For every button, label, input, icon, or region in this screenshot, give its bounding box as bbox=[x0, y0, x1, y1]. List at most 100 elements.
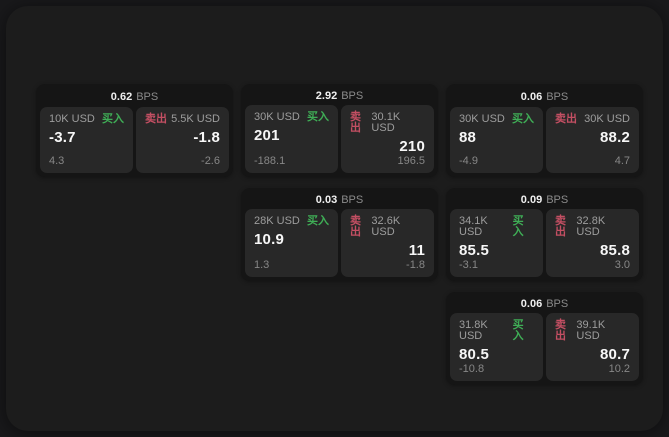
buy-notional-size: 30K USD bbox=[459, 113, 505, 125]
sell-tile-header: 卖出 39.1K USD bbox=[555, 320, 630, 342]
buy-tile-header: 31.8K USD 买入 bbox=[459, 320, 534, 342]
sell-side-label: 卖出 bbox=[555, 215, 566, 238]
sell-notional-size: 32.8K USD bbox=[576, 215, 606, 238]
sell-notional-size: 32.6K USD bbox=[371, 215, 401, 238]
buy-side-label: 买入 bbox=[102, 113, 124, 125]
sell-tile-header: 卖出 30.1K USD bbox=[350, 112, 425, 134]
buy-quote-tile[interactable]: 30K USD 买入 201 -188.1 bbox=[245, 105, 338, 173]
sell-quote-tile[interactable]: 卖出 32.6K USD 11 -1.8 bbox=[341, 209, 434, 277]
bps-unit-label: BPS bbox=[546, 91, 569, 103]
buy-side-label: 买入 bbox=[512, 215, 524, 238]
main-panel: 0.62 BPS 10K USD 买入 -3.7 4.3 卖出 5.5K USD… bbox=[6, 6, 663, 431]
buy-quote-tile[interactable]: 34.1K USD 买入 85.5 -3.1 bbox=[450, 209, 543, 277]
quote-grid: 0.62 BPS 10K USD 买入 -3.7 4.3 卖出 5.5K USD… bbox=[36, 84, 643, 385]
quote-card: 0.06 BPS 30K USD 买入 88 -4.9 卖出 30K USD 8… bbox=[446, 84, 643, 177]
bps-unit-label: BPS bbox=[341, 90, 364, 102]
sell-side-label: 卖出 bbox=[555, 113, 577, 125]
buy-notional-size: 30K USD bbox=[254, 111, 300, 123]
bps-spread-value: 0.06 bbox=[520, 298, 543, 310]
buy-price-value: 80.5 bbox=[459, 346, 489, 363]
card-header: 0.62 BPS bbox=[40, 88, 229, 107]
buy-delta-value: 4.3 bbox=[49, 155, 65, 167]
buy-notional-size: 31.8K USD bbox=[459, 319, 488, 342]
quote-card: 0.09 BPS 34.1K USD 买入 85.5 -3.1 卖出 32.8K… bbox=[446, 188, 643, 281]
buy-delta-value: -3.1 bbox=[459, 259, 478, 271]
card-body: 34.1K USD 买入 85.5 -3.1 卖出 32.8K USD 85.8… bbox=[450, 209, 639, 277]
sell-side-label: 卖出 bbox=[350, 215, 361, 238]
bps-spread-value: 0.09 bbox=[520, 194, 543, 206]
bps-spread-value: 0.06 bbox=[520, 91, 543, 103]
bps-unit-label: BPS bbox=[341, 194, 364, 206]
buy-side-label: 买入 bbox=[307, 215, 329, 227]
sell-quote-tile[interactable]: 卖出 39.1K USD 80.7 10.2 bbox=[546, 313, 639, 381]
sell-tile-header: 卖出 5.5K USD bbox=[145, 114, 220, 125]
quote-card: 2.92 BPS 30K USD 买入 201 -188.1 卖出 30.1K … bbox=[241, 84, 438, 177]
sell-delta-value: -1.8 bbox=[406, 259, 425, 271]
sell-quote-tile[interactable]: 卖出 5.5K USD -1.8 -2.6 bbox=[136, 107, 229, 173]
bps-unit-label: BPS bbox=[546, 194, 569, 206]
card-header: 0.06 BPS bbox=[450, 296, 639, 313]
buy-tile-header: 28K USD 买入 bbox=[254, 216, 329, 227]
bps-unit-label: BPS bbox=[136, 91, 159, 103]
quote-card: 0.06 BPS 31.8K USD 买入 80.5 -10.8 卖出 39.1… bbox=[446, 292, 643, 385]
quote-card: 0.03 BPS 28K USD 买入 10.9 1.3 卖出 32.6K US… bbox=[241, 188, 438, 281]
buy-side-label: 买入 bbox=[512, 319, 524, 342]
sell-side-label: 卖出 bbox=[145, 113, 167, 125]
sell-delta-value: -2.6 bbox=[201, 155, 220, 167]
sell-tile-header: 卖出 32.6K USD bbox=[350, 216, 425, 238]
buy-tile-header: 30K USD 买入 bbox=[459, 114, 534, 125]
sell-price-value: 85.8 bbox=[600, 242, 630, 259]
sell-tile-header: 卖出 32.8K USD bbox=[555, 216, 630, 238]
card-header: 0.03 BPS bbox=[245, 192, 434, 209]
buy-price-value: 201 bbox=[254, 127, 280, 144]
sell-price-value: 11 bbox=[408, 242, 425, 259]
bps-spread-value: 0.62 bbox=[110, 91, 133, 103]
buy-price-value: -3.7 bbox=[49, 129, 76, 146]
buy-side-label: 买入 bbox=[512, 113, 534, 125]
sell-quote-tile[interactable]: 卖出 30.1K USD 210 196.5 bbox=[341, 105, 434, 173]
buy-quote-tile[interactable]: 10K USD 买入 -3.7 4.3 bbox=[40, 107, 133, 173]
bps-unit-label: BPS bbox=[546, 298, 569, 310]
sell-side-label: 卖出 bbox=[350, 111, 361, 134]
sell-notional-size: 39.1K USD bbox=[576, 319, 606, 342]
sell-price-value: 88.2 bbox=[600, 129, 630, 146]
bps-spread-value: 0.03 bbox=[315, 194, 338, 206]
buy-notional-size: 34.1K USD bbox=[459, 215, 488, 238]
buy-price-value: 88 bbox=[459, 129, 477, 146]
card-body: 10K USD 买入 -3.7 4.3 卖出 5.5K USD -1.8 -2.… bbox=[40, 107, 229, 173]
sell-delta-value: 4.7 bbox=[614, 155, 630, 167]
sell-price-value: -1.8 bbox=[193, 129, 220, 146]
buy-price-value: 85.5 bbox=[459, 242, 489, 259]
sell-delta-value: 10.2 bbox=[608, 363, 630, 375]
buy-delta-value: 1.3 bbox=[254, 259, 270, 271]
card-body: 31.8K USD 买入 80.5 -10.8 卖出 39.1K USD 80.… bbox=[450, 313, 639, 381]
card-body: 30K USD 买入 201 -188.1 卖出 30.1K USD 210 1… bbox=[245, 105, 434, 173]
buy-quote-tile[interactable]: 31.8K USD 买入 80.5 -10.8 bbox=[450, 313, 543, 381]
buy-quote-tile[interactable]: 30K USD 买入 88 -4.9 bbox=[450, 107, 543, 173]
sell-price-value: 210 bbox=[399, 138, 425, 155]
buy-notional-size: 28K USD bbox=[254, 215, 300, 227]
sell-price-value: 80.7 bbox=[600, 346, 630, 363]
card-header: 0.06 BPS bbox=[450, 88, 639, 107]
card-body: 28K USD 买入 10.9 1.3 卖出 32.6K USD 11 -1.8 bbox=[245, 209, 434, 277]
sell-quote-tile[interactable]: 卖出 30K USD 88.2 4.7 bbox=[546, 107, 639, 173]
buy-notional-size: 10K USD bbox=[49, 113, 95, 125]
buy-delta-value: -188.1 bbox=[254, 155, 286, 167]
buy-tile-header: 34.1K USD 买入 bbox=[459, 216, 534, 238]
quote-card: 0.62 BPS 10K USD 买入 -3.7 4.3 卖出 5.5K USD… bbox=[36, 84, 233, 177]
buy-delta-value: -10.8 bbox=[459, 363, 485, 375]
sell-side-label: 卖出 bbox=[555, 319, 566, 342]
buy-quote-tile[interactable]: 28K USD 买入 10.9 1.3 bbox=[245, 209, 338, 277]
card-body: 30K USD 买入 88 -4.9 卖出 30K USD 88.2 4.7 bbox=[450, 107, 639, 173]
card-header: 2.92 BPS bbox=[245, 88, 434, 105]
sell-tile-header: 卖出 30K USD bbox=[555, 114, 630, 125]
sell-quote-tile[interactable]: 卖出 32.8K USD 85.8 3.0 bbox=[546, 209, 639, 277]
sell-delta-value: 196.5 bbox=[397, 155, 425, 167]
sell-delta-value: 3.0 bbox=[614, 259, 630, 271]
sell-notional-size: 5.5K USD bbox=[171, 113, 220, 125]
bps-spread-value: 2.92 bbox=[315, 90, 338, 102]
buy-delta-value: -4.9 bbox=[459, 155, 478, 167]
buy-price-value: 10.9 bbox=[254, 231, 284, 248]
buy-tile-header: 30K USD 买入 bbox=[254, 112, 329, 123]
buy-tile-header: 10K USD 买入 bbox=[49, 114, 124, 125]
